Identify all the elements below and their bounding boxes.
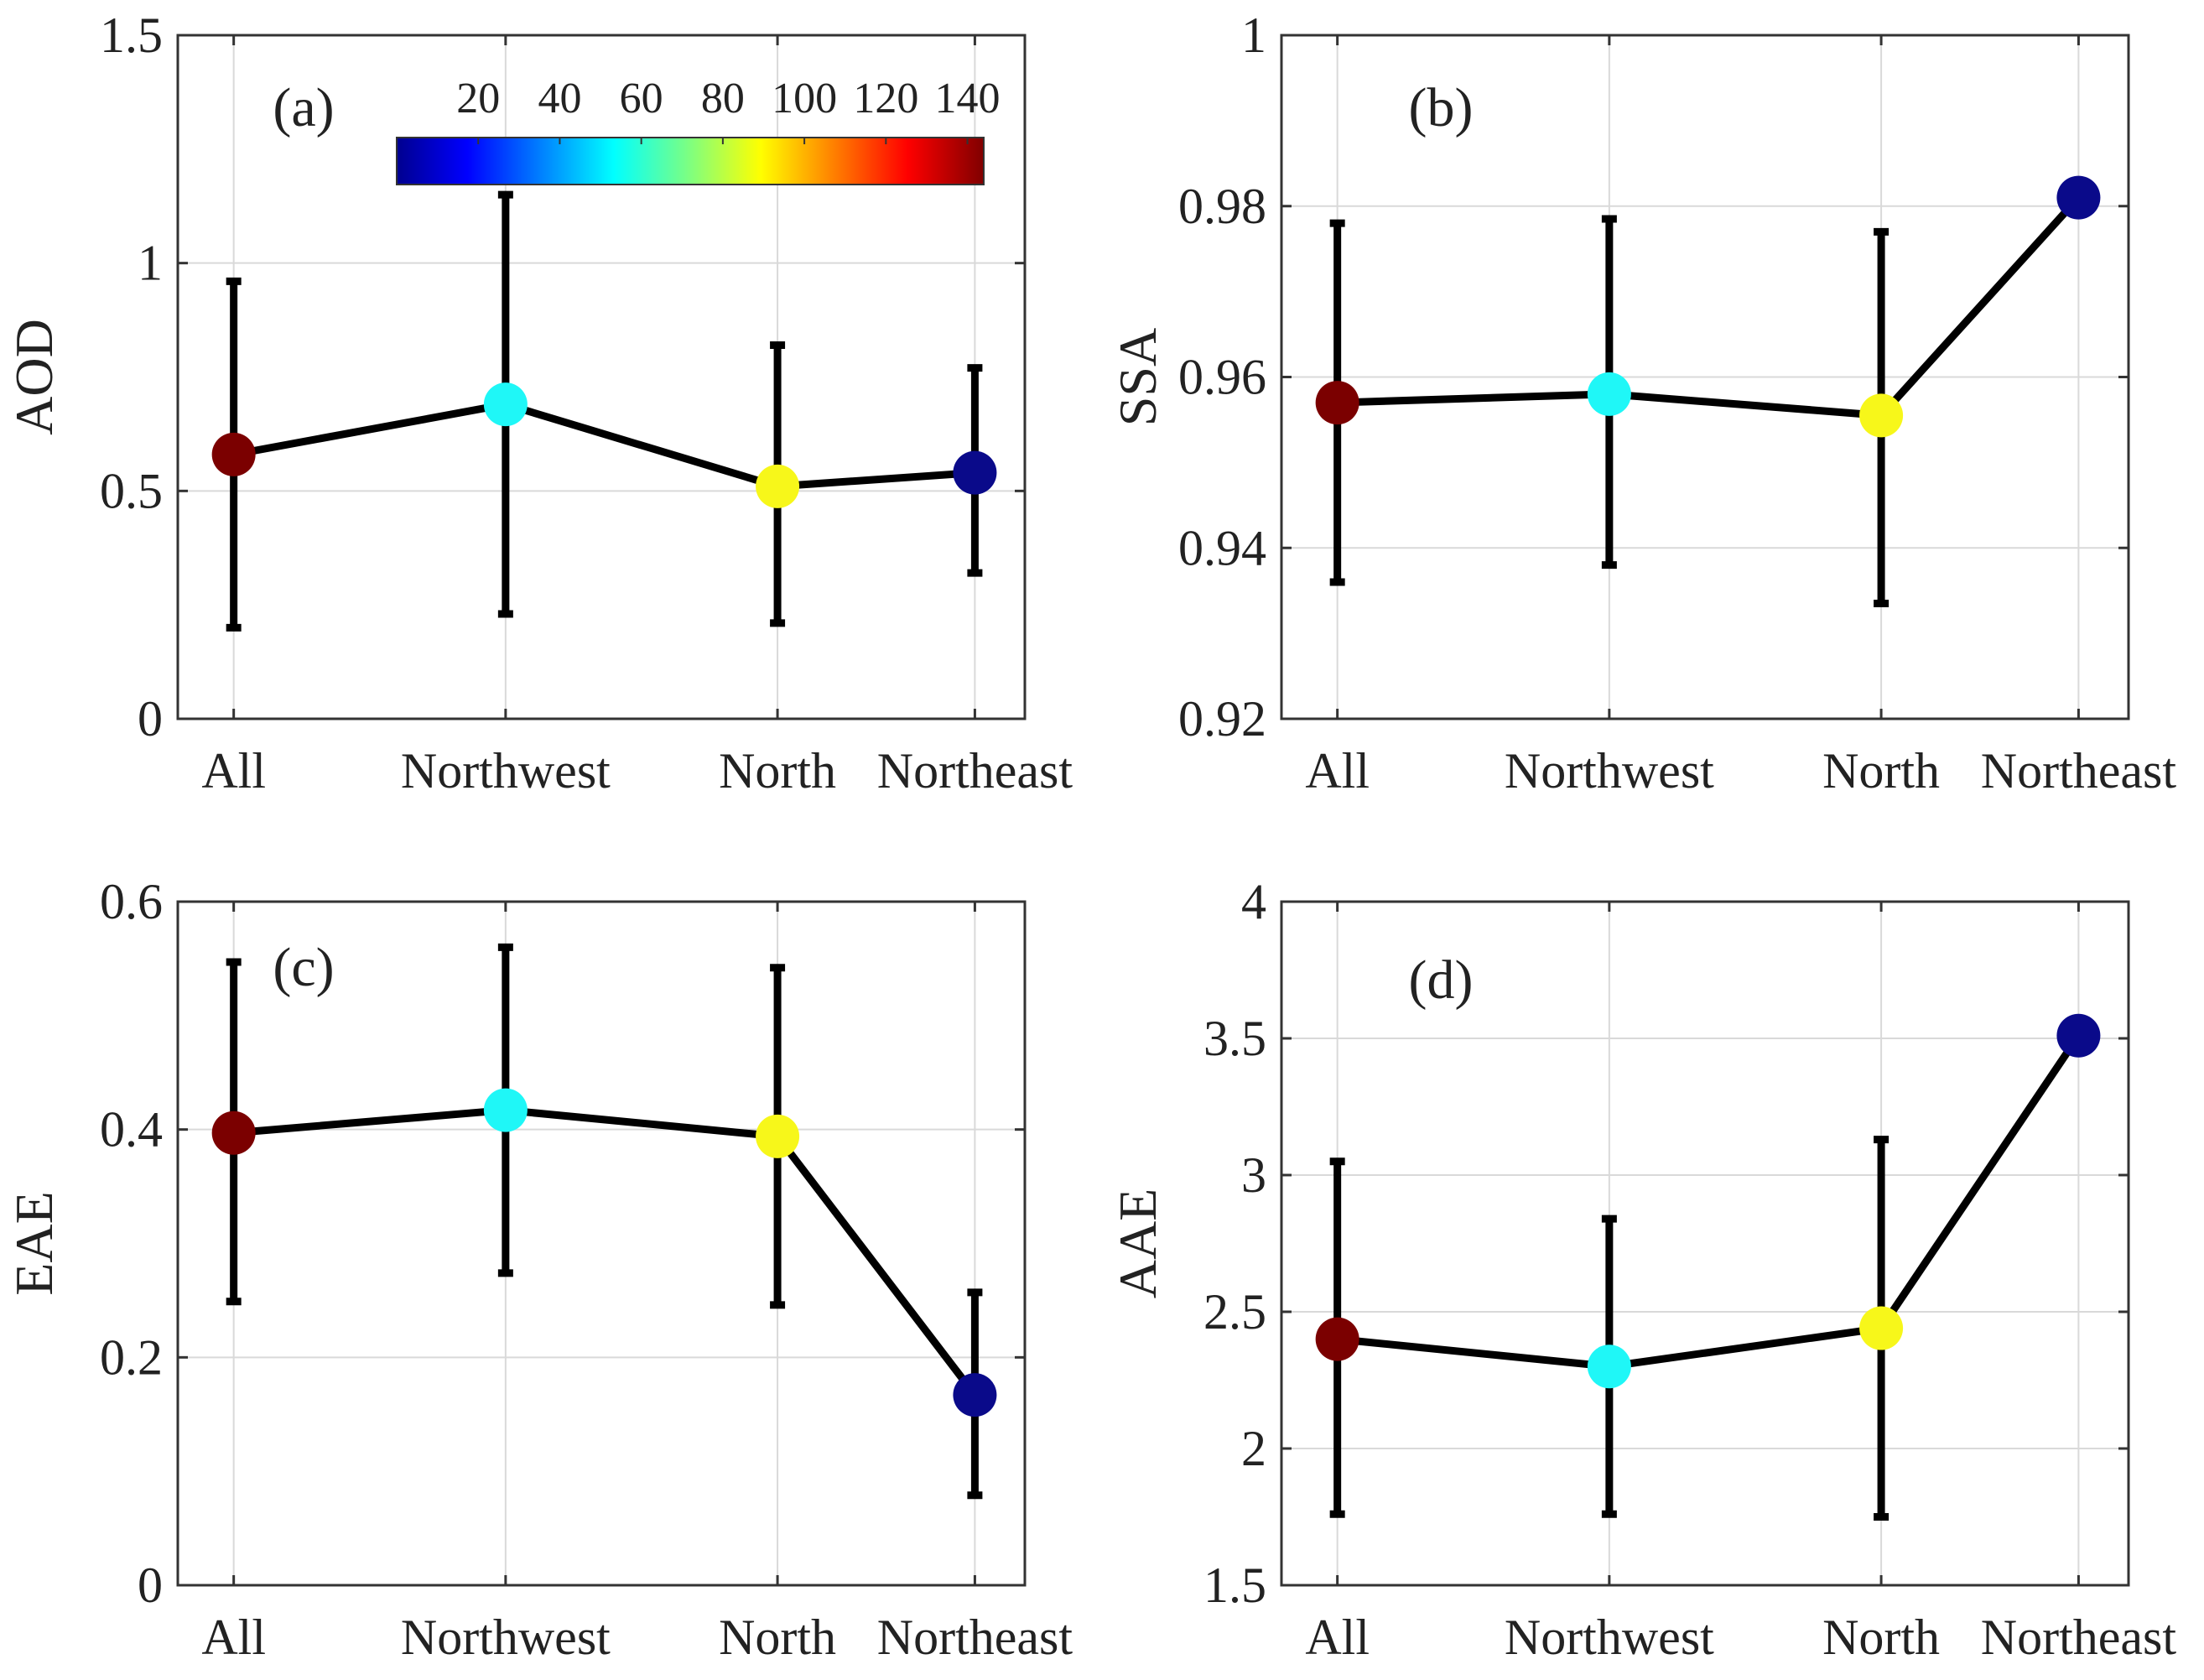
panel-label: (b): [1409, 77, 1474, 138]
data-point: [1859, 393, 1904, 438]
y-axis-label: EAE: [4, 1191, 64, 1295]
y-tick-label: 4: [1241, 874, 1266, 929]
y-tick-label: 0.4: [100, 1102, 163, 1157]
data-point: [483, 382, 528, 427]
x-tick-label: All: [201, 1610, 266, 1665]
x-tick-label: Northwest: [1505, 743, 1714, 798]
colorbar-tick-label: 40: [538, 75, 581, 122]
y-tick-label: 0.2: [100, 1329, 163, 1385]
colorbar-tick-label: 60: [620, 75, 663, 122]
axes-box: [176, 900, 1027, 1587]
x-tick-label: North: [719, 1610, 836, 1665]
x-tick-label: Northwest: [401, 1610, 611, 1665]
colorbar: 20 40 60 80 100 120 140: [396, 75, 1001, 185]
panel-label: (a): [273, 77, 334, 138]
data-point: [1315, 1317, 1359, 1361]
data-point: [1859, 1306, 1904, 1350]
chart-panel: 0.92 0.94 0.96 0.98 1 All Northwest North Northe…: [1108, 8, 2176, 798]
y-tick-label: 0.5: [100, 463, 163, 518]
data-point: [1315, 381, 1359, 425]
colorbar-tick-label: 140: [935, 75, 1001, 122]
y-tick-label: 0.98: [1178, 179, 1266, 234]
data-point: [211, 1110, 256, 1155]
data-point: [2056, 175, 2101, 220]
data-point: [756, 1114, 800, 1158]
data-point: [953, 450, 997, 495]
x-tick-label: North: [1822, 1610, 1940, 1665]
y-tick-label: 3: [1241, 1147, 1266, 1203]
y-tick-label: 1: [138, 236, 163, 291]
panel-label: (c): [273, 937, 334, 998]
x-tick-label: All: [201, 743, 266, 798]
data-point: [211, 432, 256, 476]
x-tick-label: All: [1305, 743, 1370, 798]
y-tick-label: 2.5: [1203, 1284, 1266, 1339]
x-tick-label: North: [719, 743, 836, 798]
data-point: [953, 1373, 997, 1417]
y-tick-label: 1: [1241, 8, 1266, 63]
y-tick-label: 0.92: [1178, 691, 1266, 746]
data-point: [1587, 1345, 1631, 1389]
series-line: [1337, 1033, 2082, 1371]
y-tick-label: 0.6: [100, 874, 163, 929]
y-tick-label: 1.5: [100, 8, 163, 63]
series-line: [1337, 195, 2082, 419]
data-point: [2056, 1013, 2101, 1058]
y-tick-label: 2: [1241, 1421, 1266, 1476]
x-tick-label: Northeast: [877, 1610, 1073, 1665]
y-axis-label: AOD: [4, 319, 64, 435]
data-point: [756, 464, 800, 508]
data-point: [1587, 372, 1631, 416]
y-axis-label: AAE: [1108, 1188, 1167, 1299]
colorbar-tick-label: 100: [772, 75, 837, 122]
x-tick-label: Northwest: [1505, 1610, 1714, 1665]
data-point: [483, 1088, 528, 1132]
x-tick-label: Northeast: [1981, 1610, 2177, 1665]
x-tick-label: Northeast: [877, 743, 1073, 798]
x-tick-label: All: [1305, 1610, 1370, 1665]
axes-box: [176, 34, 1027, 720]
y-tick-label: 0.96: [1178, 350, 1266, 405]
y-tick-label: 1.5: [1203, 1558, 1266, 1613]
series-line: [232, 400, 975, 491]
y-axis-label: SSA: [1108, 328, 1167, 426]
panel-label: (d): [1409, 949, 1474, 1011]
y-tick-label: 0: [138, 1558, 163, 1613]
chart-panel: 0 0.5 1 1.5 All Northwest North Northeast AOD (a): [4, 8, 1073, 798]
colorbar-tick-label: 120: [853, 75, 918, 122]
y-tick-label: 0: [138, 691, 163, 746]
axes-box: [1280, 900, 2130, 1587]
chart-panel: 1.5 2 2.5 3 3.5 4 All Northwest North Northeast AA…: [1108, 874, 2176, 1665]
y-tick-label: 3.5: [1203, 1011, 1266, 1066]
y-tick-label: 0.94: [1178, 520, 1266, 575]
x-tick-label: North: [1822, 743, 1940, 798]
colorbar-tick-label: 80: [701, 75, 745, 122]
x-tick-label: Northeast: [1981, 743, 2177, 798]
series-line: [233, 1106, 978, 1397]
chart-panel: 0 0.2 0.4 0.6 All Northwest North Northeast EAE (…: [4, 874, 1073, 1665]
x-tick-label: Northwest: [401, 743, 611, 798]
colorbar-tick-label: 20: [456, 75, 500, 122]
colorbar-gradient: [396, 137, 985, 185]
